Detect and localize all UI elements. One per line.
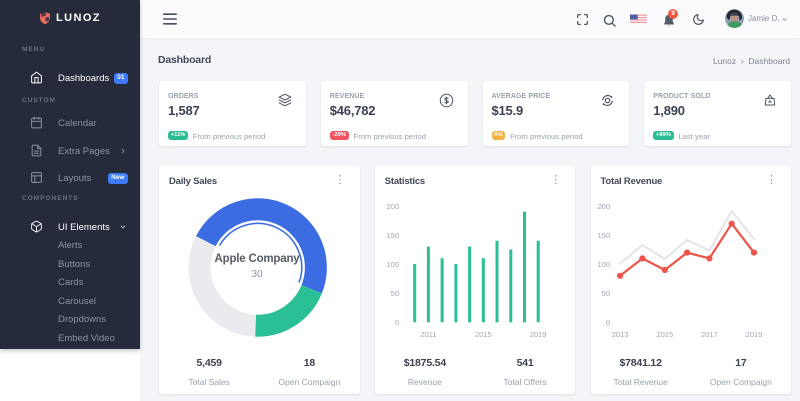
svg-text:150: 150 [597,231,610,240]
svg-text:50: 50 [601,289,609,298]
svg-text:50: 50 [390,289,398,298]
svg-text:100: 100 [386,260,399,269]
svg-text:2015: 2015 [475,330,492,339]
svg-text:0: 0 [395,318,399,327]
svg-text:0: 0 [605,318,609,327]
svg-text:2019: 2019 [530,330,547,339]
svg-text:100: 100 [597,260,610,269]
svg-text:2015: 2015 [656,330,673,339]
svg-text:2011: 2011 [420,330,436,339]
svg-text:200: 200 [597,202,610,211]
svg-text:150: 150 [386,231,399,240]
svg-text:2017: 2017 [701,330,718,339]
svg-text:200: 200 [386,202,399,211]
svg-text:2019: 2019 [745,330,762,339]
svg-text:2013: 2013 [611,330,628,339]
